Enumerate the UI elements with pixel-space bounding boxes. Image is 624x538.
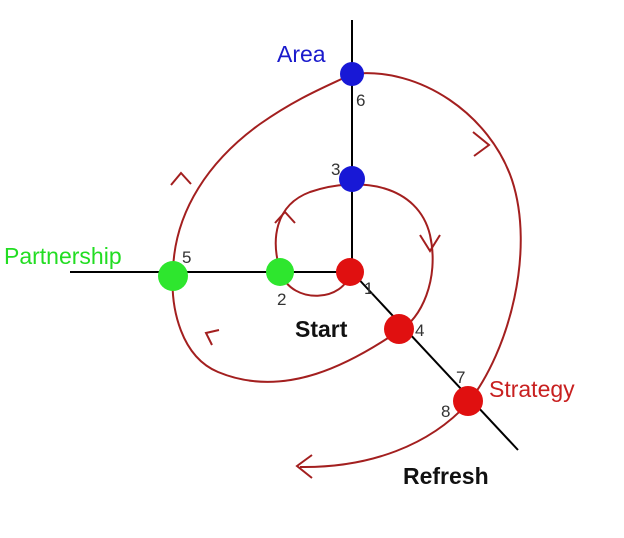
number-label-3: 3 [331,160,340,179]
area-label: Area [277,41,326,67]
start-label: Start [295,316,348,342]
spiral-arrow-3 [204,329,220,346]
number-label-7: 7 [456,368,465,387]
number-label-6: 6 [356,91,365,110]
number-label-4: 4 [415,321,424,340]
point-6 [340,62,364,86]
point-3 [339,166,365,192]
strategy-label: Strategy [489,376,575,402]
point-2 [266,258,294,286]
point-5 [158,261,188,291]
point-8 [453,386,483,416]
number-label-5: 5 [182,248,191,267]
point-1 [336,258,364,286]
spiral-arrow-6 [295,454,313,479]
number-label-2: 2 [277,290,286,309]
spiral-arrow-5 [472,131,491,157]
strategy-axis-line [351,271,519,451]
spiral-arrow-4 [170,171,192,186]
number-label-8: 8 [441,402,450,421]
refresh-label: Refresh [403,463,489,489]
point-4 [384,314,414,344]
spiral-arrow-2 [419,234,441,253]
number-label-1: 1 [364,279,373,298]
partnership-label: Partnership [4,243,122,269]
spiral-arrow-1 [274,210,296,224]
